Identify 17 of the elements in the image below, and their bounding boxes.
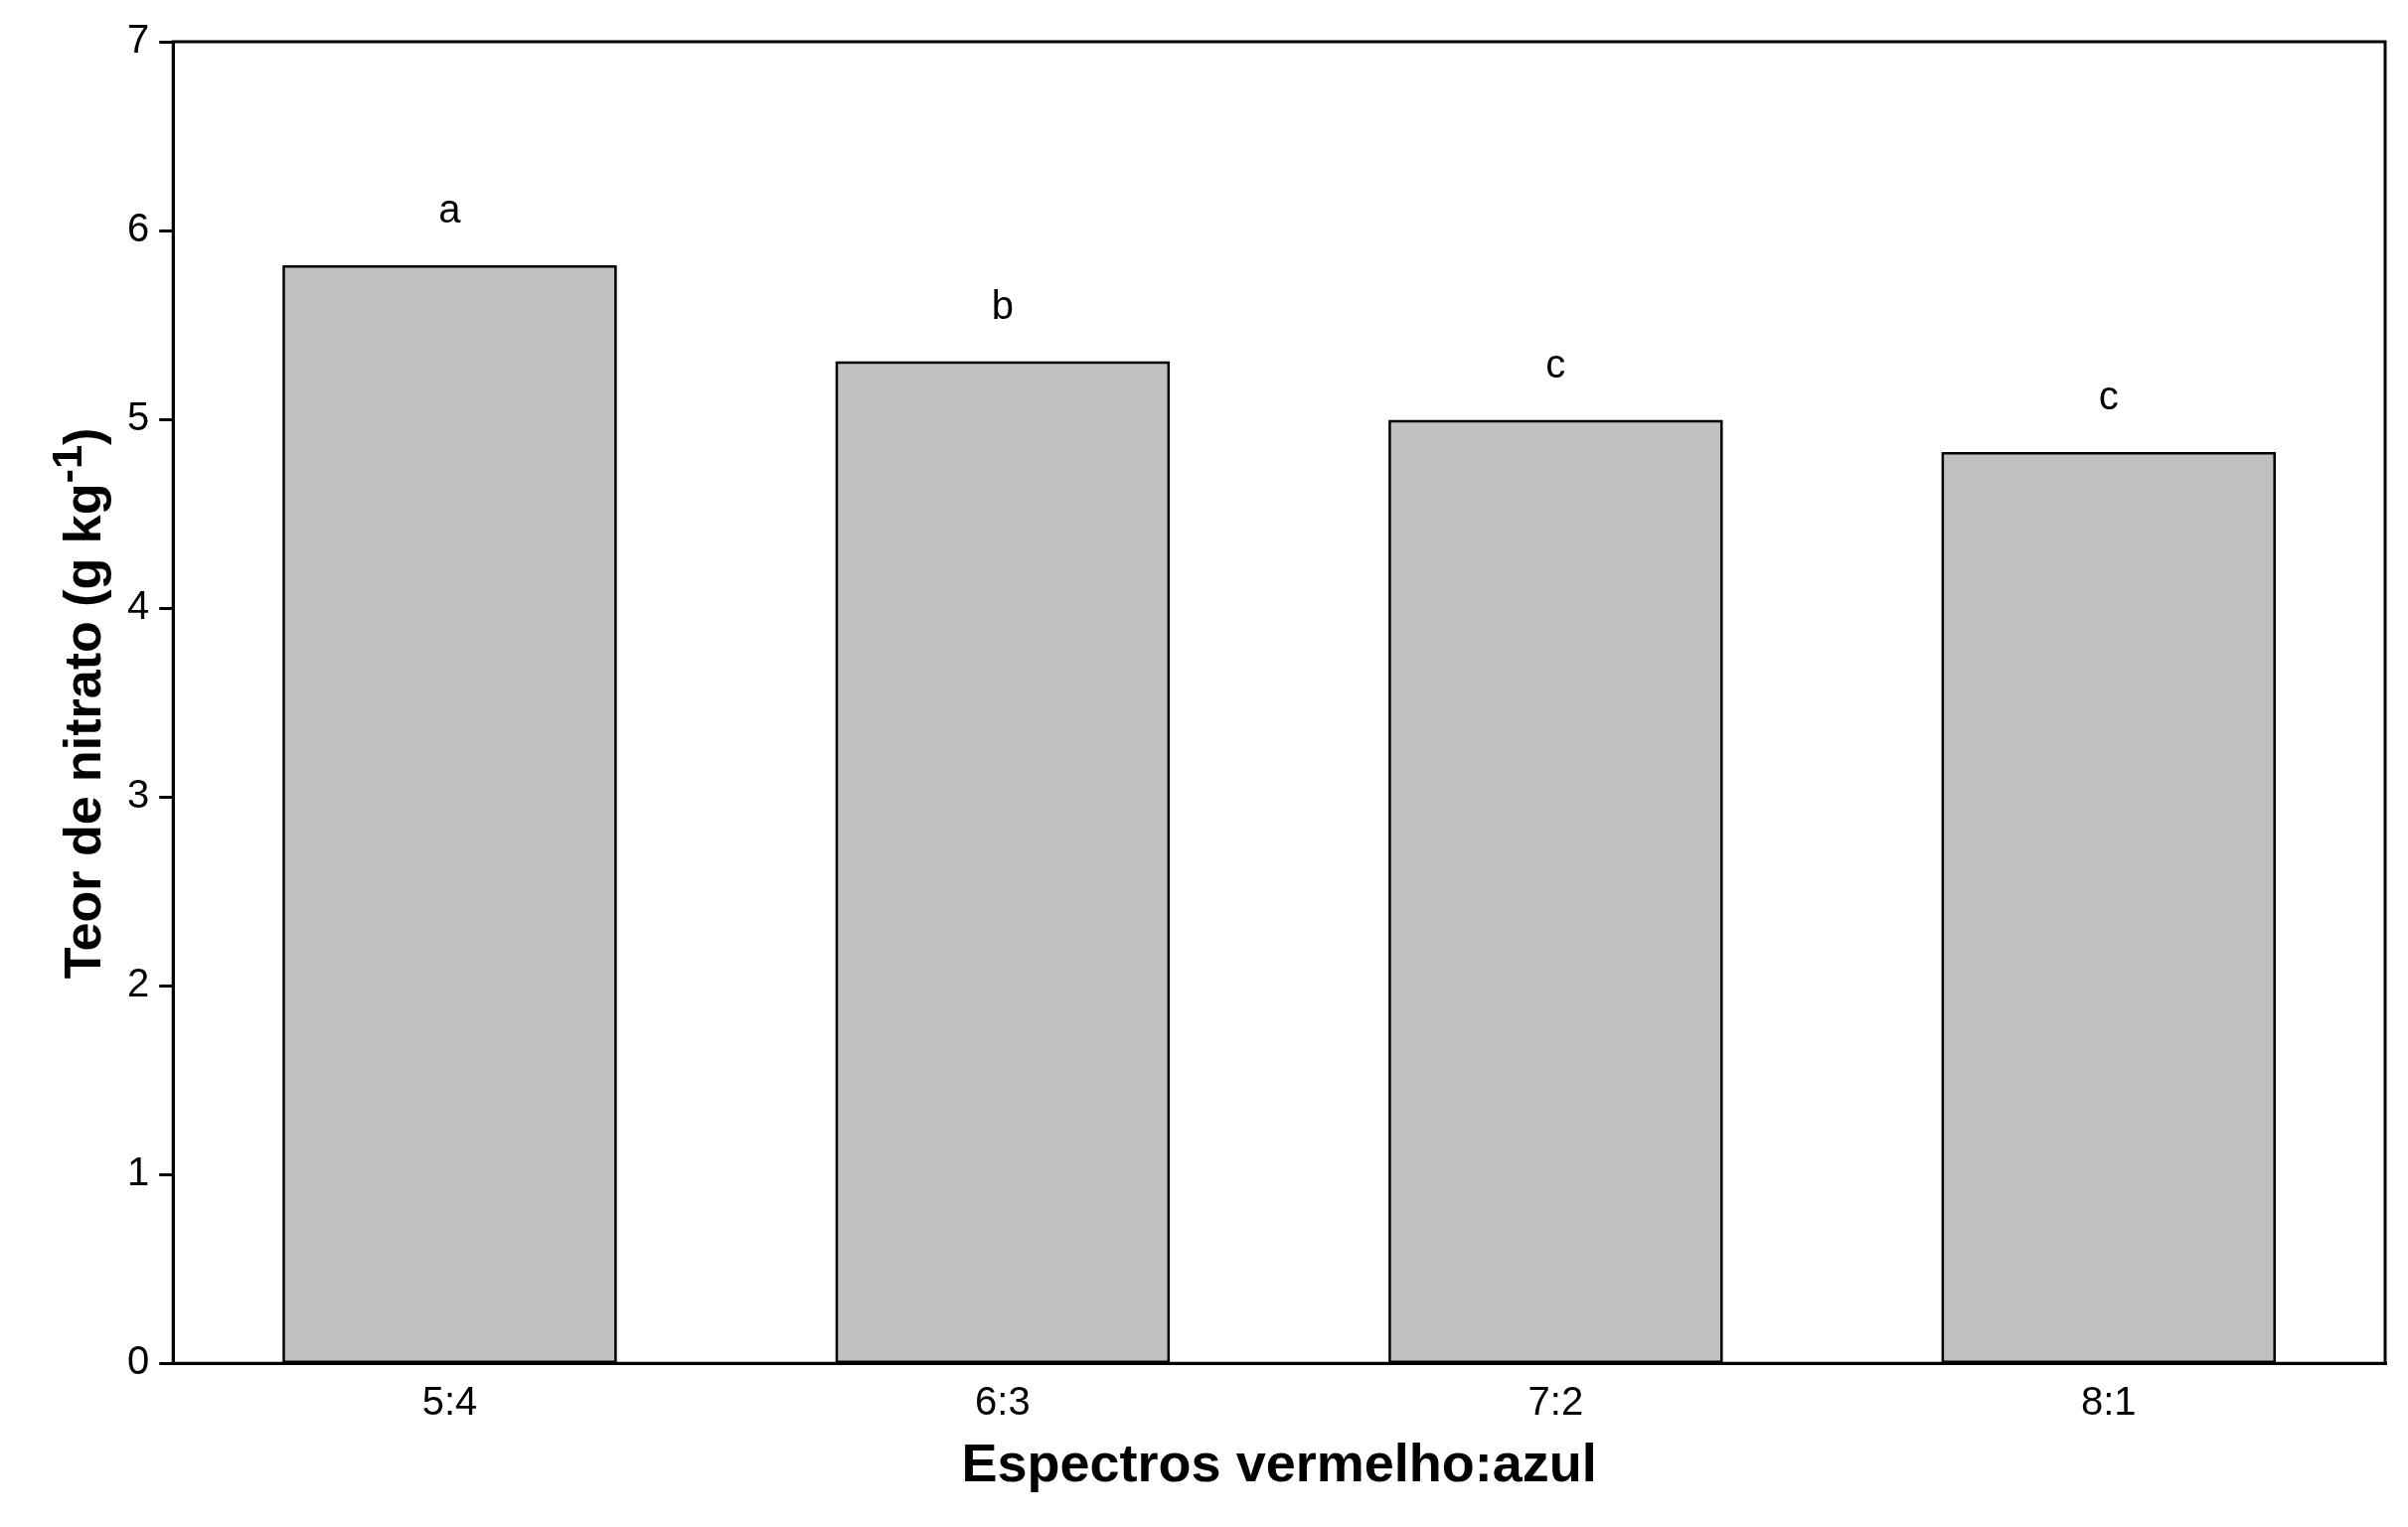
annotation: c (1545, 341, 1566, 385)
y-tick-label: 6 (127, 206, 150, 250)
annotation: a (438, 187, 462, 231)
y-tick-label: 5 (127, 394, 150, 439)
x-tick-label: 8:1 (2080, 1379, 2137, 1424)
y-tick-label: 4 (127, 583, 150, 628)
x-tick-label: 5:4 (421, 1379, 478, 1424)
y-tick-label: 2 (127, 961, 150, 1005)
annotation: b (991, 283, 1015, 328)
x-tick-label: 7:2 (1527, 1379, 1584, 1424)
annotation: c (2098, 374, 2119, 418)
y-tick-label: 7 (127, 17, 150, 62)
y-tick-label: 1 (127, 1149, 150, 1194)
y-tick-label: 3 (127, 772, 150, 817)
y-tick-label: 0 (127, 1338, 150, 1383)
x-axis-title: Espectros vermelho:azul (961, 1433, 1597, 1493)
x-tick-label: 6:3 (975, 1379, 1031, 1424)
